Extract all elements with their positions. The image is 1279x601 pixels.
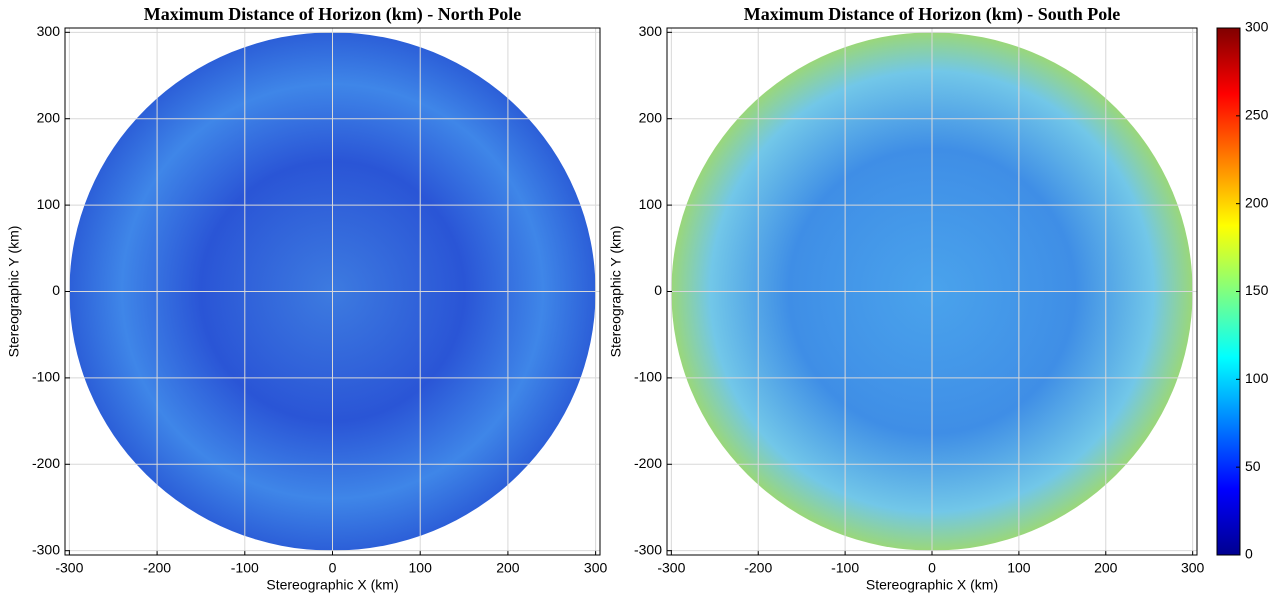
y-tick-label: -100 bbox=[32, 369, 60, 385]
x-tick-label: -300 bbox=[657, 560, 685, 576]
x-tick-label: 100 bbox=[1007, 560, 1031, 576]
chart-title: Maximum Distance of Horizon (km) - North… bbox=[144, 4, 521, 25]
x-tick-label: 200 bbox=[496, 560, 520, 576]
y-tick-label: -300 bbox=[32, 541, 60, 557]
y-tick-label: -100 bbox=[634, 369, 662, 385]
figure: -300 -200 -100 0 100 200 300 -300 -200 -100 0 100 20… bbox=[0, 0, 1279, 601]
y-tick-label: 100 bbox=[639, 196, 663, 212]
x-tick-label: -200 bbox=[143, 560, 171, 576]
y-tick-label: 300 bbox=[639, 23, 663, 39]
x-axis-label: Stereographic X (km) bbox=[866, 577, 998, 593]
y-tick-label: 200 bbox=[37, 109, 61, 125]
y-tick-label: -200 bbox=[32, 455, 60, 471]
y-tick-label: 0 bbox=[654, 282, 662, 298]
x-tick-label: 0 bbox=[928, 560, 936, 576]
x-tick-label: -100 bbox=[231, 560, 259, 576]
colorbar-tick-label: 250 bbox=[1245, 107, 1269, 123]
y-tick-label: -300 bbox=[634, 541, 662, 557]
y-tick-label: -200 bbox=[634, 455, 662, 471]
colorbar-tick-label: 200 bbox=[1245, 194, 1269, 210]
x-tick-label: 300 bbox=[1181, 560, 1205, 576]
x-tick-label: 200 bbox=[1094, 560, 1118, 576]
chart-title: Maximum Distance of Horizon (km) - South… bbox=[744, 4, 1120, 25]
y-tick-label: 300 bbox=[37, 23, 61, 39]
y-tick-label: 0 bbox=[52, 282, 60, 298]
x-axis-label: Stereographic X (km) bbox=[266, 577, 398, 593]
y-axis-label: Stereographic Y (km) bbox=[608, 226, 624, 358]
x-tick-label: 100 bbox=[409, 560, 433, 576]
x-tick-label: -100 bbox=[831, 560, 859, 576]
colorbar-tick-label: 0 bbox=[1245, 546, 1253, 562]
x-tick-label: -300 bbox=[55, 560, 83, 576]
colorbar-tick-label: 150 bbox=[1245, 282, 1269, 298]
x-tick-label: 300 bbox=[584, 560, 608, 576]
y-axis-label: Stereographic Y (km) bbox=[6, 226, 22, 358]
x-tick-label: 0 bbox=[329, 560, 337, 576]
y-tick-label: 100 bbox=[37, 196, 61, 212]
y-tick-label: 200 bbox=[639, 109, 663, 125]
colorbar-tick-label: 100 bbox=[1245, 370, 1269, 386]
colorbar-tick-label: 50 bbox=[1245, 458, 1261, 474]
x-tick-label: -200 bbox=[744, 560, 772, 576]
colorbar-tick-label: 300 bbox=[1245, 19, 1269, 35]
